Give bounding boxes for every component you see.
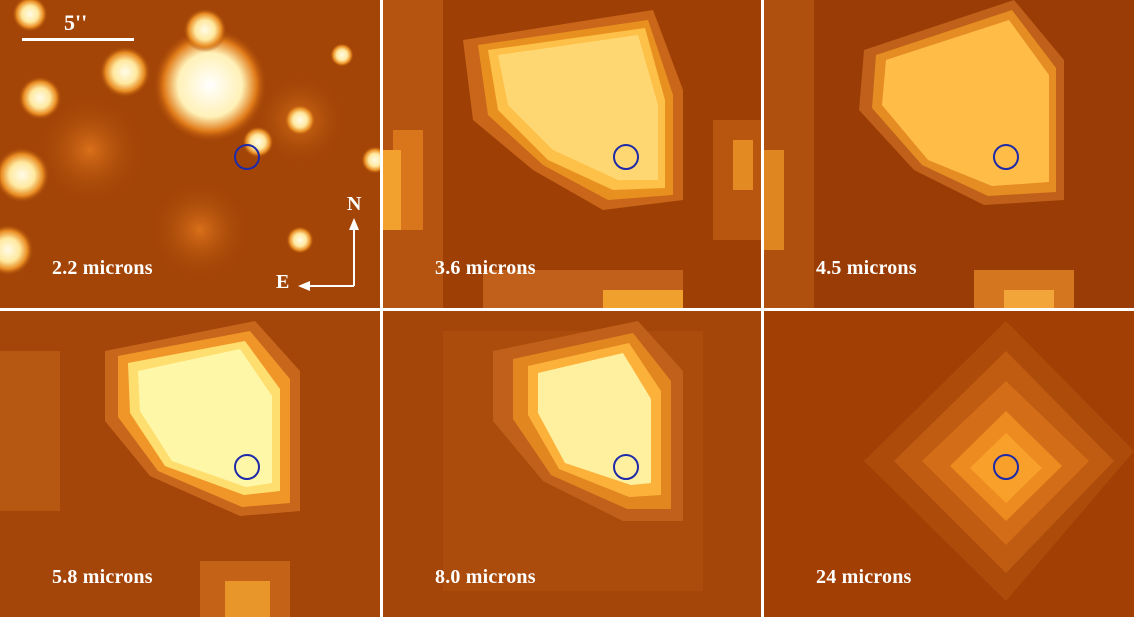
- source-marker-circle: [613, 144, 639, 170]
- source-marker-circle: [993, 144, 1019, 170]
- source-marker-circle: [234, 454, 260, 480]
- compass-north-label: N: [347, 193, 362, 215]
- panel-4-5-microns: 4.5 microns: [764, 0, 1134, 308]
- panel-image: [0, 0, 380, 308]
- scale-bar: [22, 38, 134, 41]
- compass-arrows: [298, 218, 359, 291]
- panel-8-0-microns: 8.0 microns: [383, 311, 761, 617]
- source-marker-circle: [613, 454, 639, 480]
- panel-2-2-microns: 5'' N E 2.2 microns: [0, 0, 380, 308]
- panel-label: 2.2 microns: [52, 257, 153, 279]
- panel-image: [383, 0, 761, 308]
- panel-label: 8.0 microns: [435, 566, 536, 588]
- panel-label: 3.6 microns: [435, 257, 536, 279]
- panel-24-microns: 24 microns: [764, 311, 1134, 617]
- compass-east-label: E: [276, 271, 290, 293]
- scale-bar-label: 5'': [64, 10, 88, 35]
- horizontal-divider: [0, 308, 1134, 311]
- panel-label: 5.8 microns: [52, 566, 153, 588]
- panel-3-6-microns: 3.6 microns: [383, 0, 761, 308]
- panel-5-8-microns: 5.8 microns: [0, 311, 380, 617]
- panel-label: 4.5 microns: [816, 257, 917, 279]
- source-marker-circle: [234, 144, 260, 170]
- source-marker-circle: [993, 454, 1019, 480]
- panel-label: 24 microns: [816, 566, 912, 588]
